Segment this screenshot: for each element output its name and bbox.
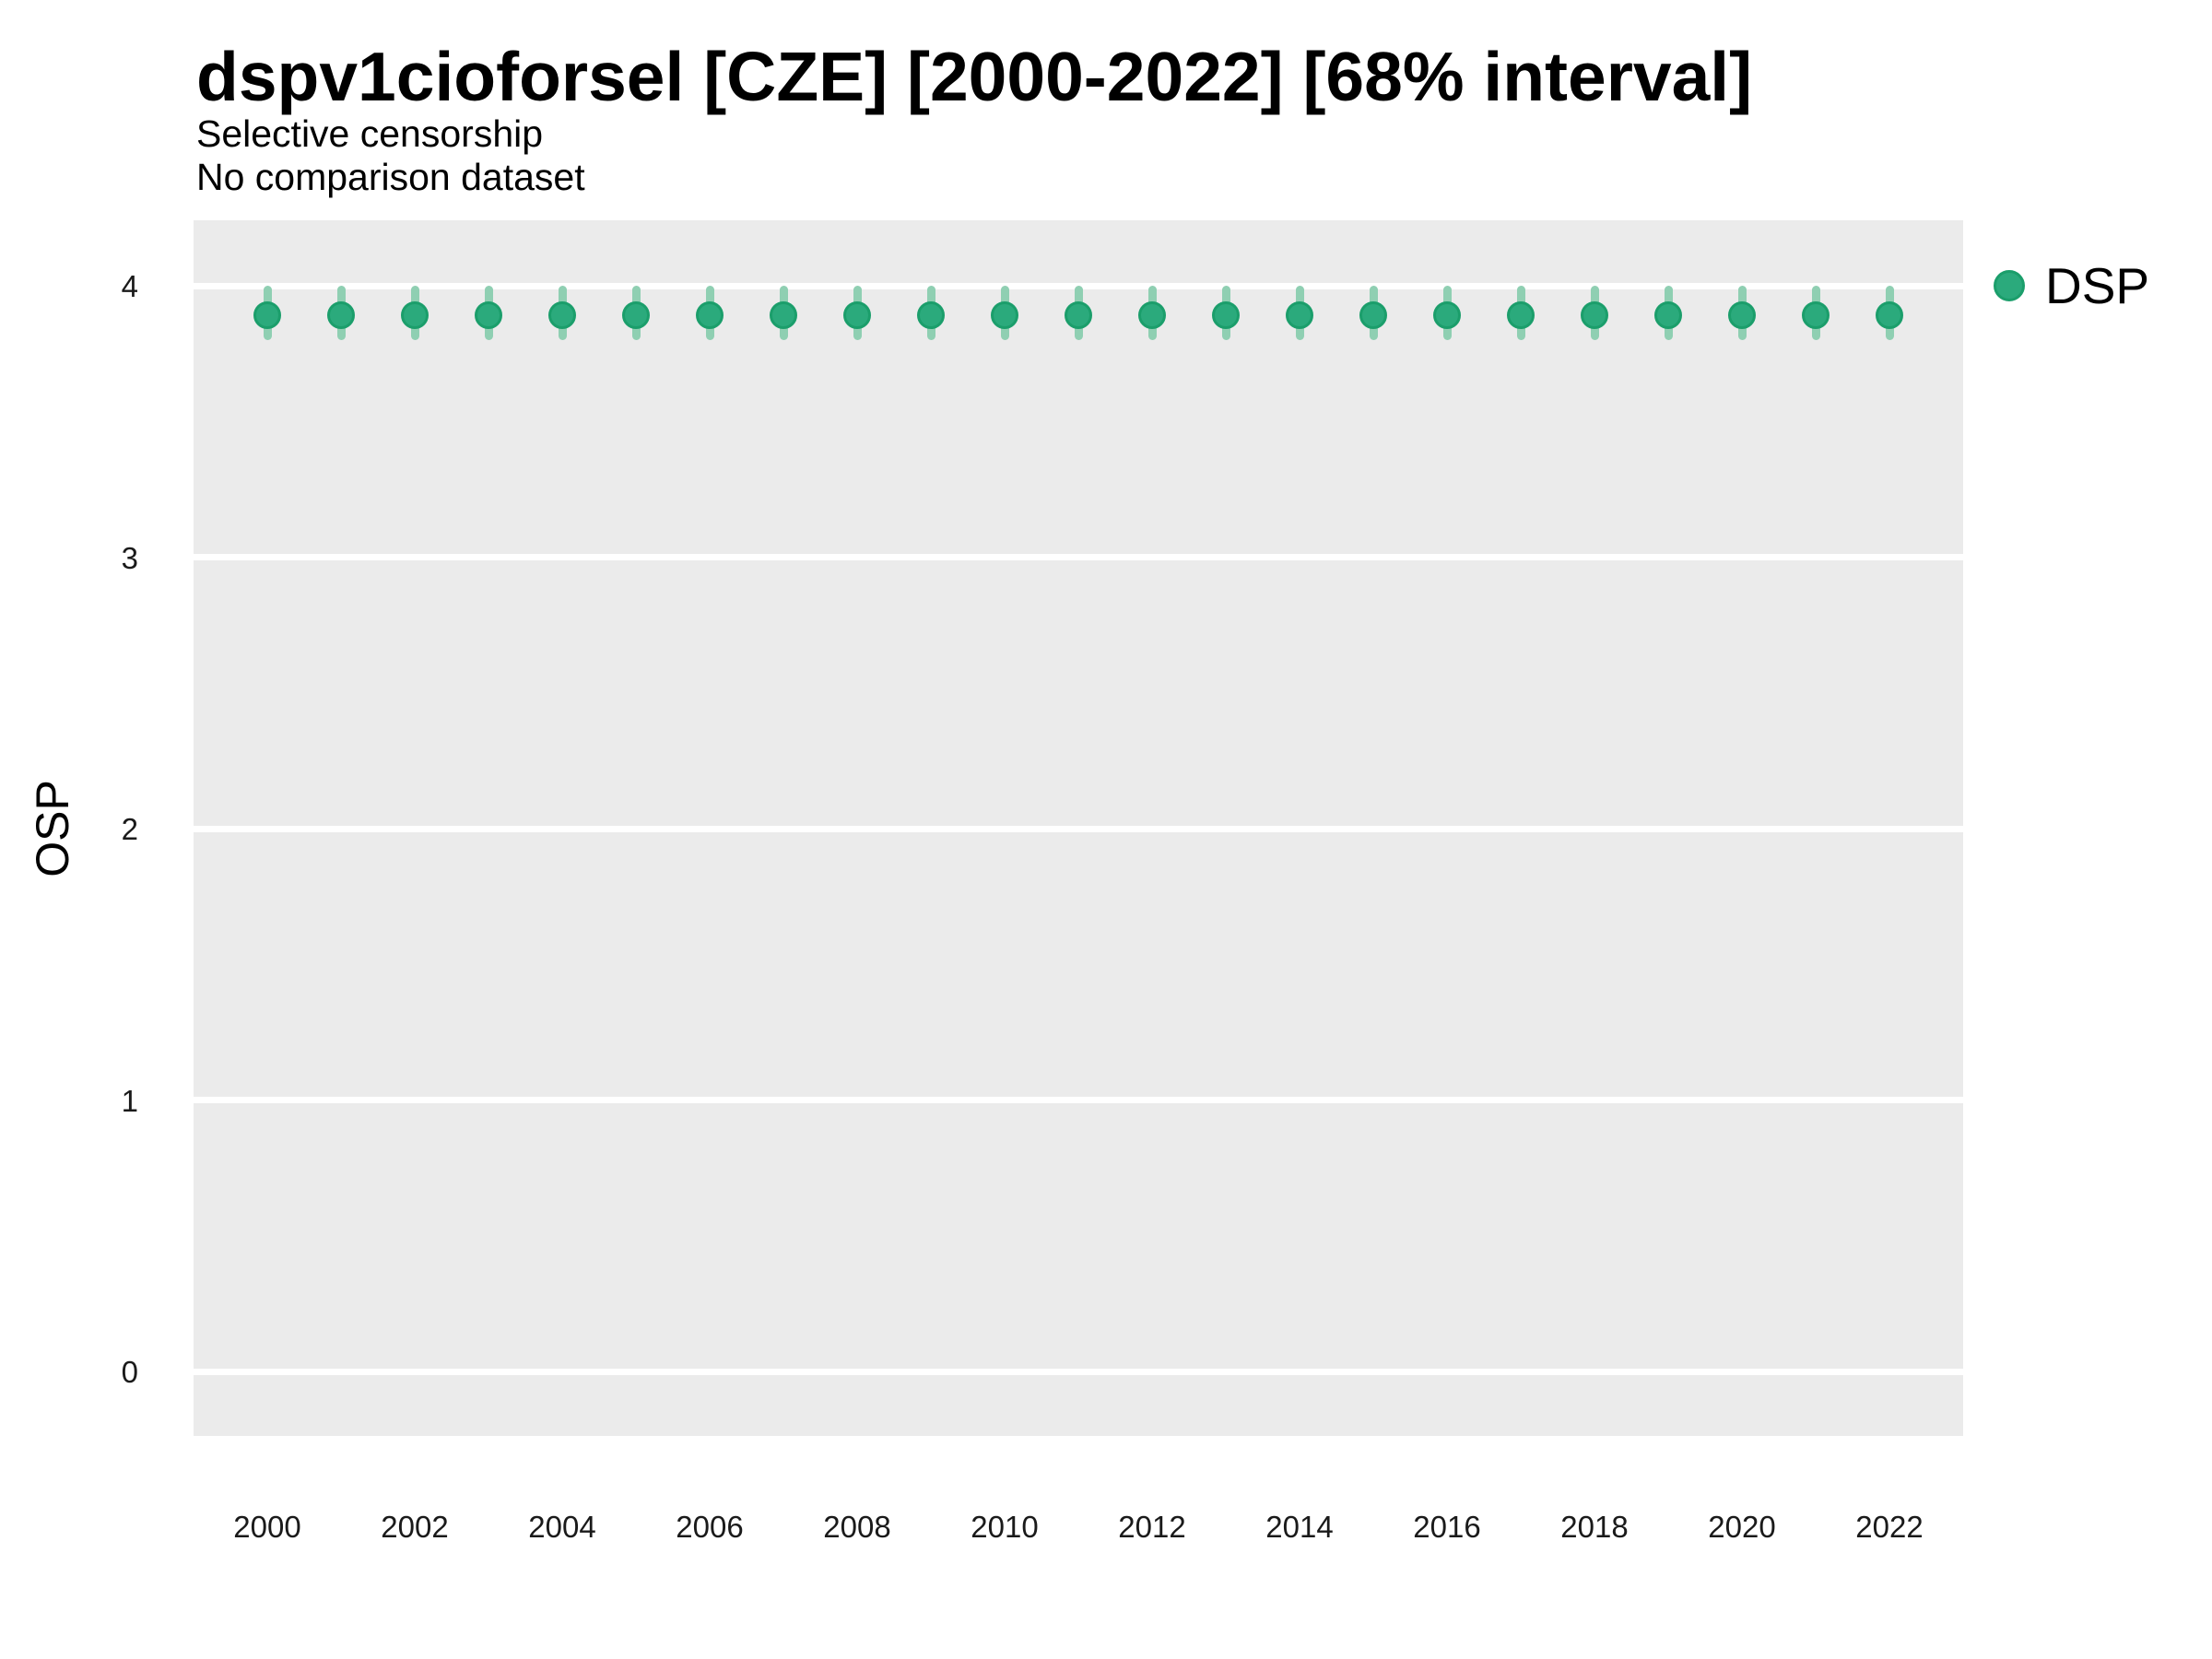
data-point-2003 (475, 301, 502, 330)
x-tick-label-2022: 2022 (1855, 1510, 1924, 1544)
data-point-2006 (696, 301, 724, 330)
data-point-2010 (991, 301, 1018, 330)
data-point-2017 (1507, 301, 1535, 330)
data-point-2005 (622, 301, 650, 330)
data-point-2011 (1065, 301, 1092, 330)
data-point-2014 (1286, 301, 1313, 330)
data-point-2004 (548, 301, 576, 330)
gridline-y-0 (194, 1368, 1963, 1375)
data-point-2013 (1212, 301, 1240, 330)
x-tick-label-2014: 2014 (1265, 1510, 1334, 1544)
data-point-2008 (843, 301, 871, 330)
data-point-2021 (1802, 301, 1830, 330)
plot-panel (194, 220, 1963, 1436)
x-tick-label-2020: 2020 (1708, 1510, 1776, 1544)
gridline-y-1 (194, 1097, 1963, 1103)
data-point-2012 (1138, 301, 1166, 330)
y-tick-label-2: 2 (121, 812, 138, 846)
gridline-y-2 (194, 825, 1963, 832)
data-point-2022 (1876, 301, 1903, 330)
x-tick-label-2004: 2004 (528, 1510, 596, 1544)
x-tick-label-2018: 2018 (1560, 1510, 1629, 1544)
chart-subtitle-line1: Selective censorship (196, 112, 544, 155)
x-tick-label-2016: 2016 (1413, 1510, 1481, 1544)
chart-subtitle-line2: No comparison dataset (196, 156, 585, 198)
chart-title: dspv1cioforsel [CZE] [2000-2022] [68% in… (196, 38, 1753, 115)
x-tick-label-2000: 2000 (233, 1510, 301, 1544)
y-tick-label-4: 4 (121, 269, 138, 303)
data-point-2019 (1654, 301, 1682, 330)
y-tick-label-0: 0 (121, 1355, 138, 1389)
gridline-y-3 (194, 554, 1963, 560)
data-point-2007 (770, 301, 797, 330)
data-point-2020 (1728, 301, 1756, 330)
x-tick-label-2002: 2002 (381, 1510, 449, 1544)
data-point-2015 (1359, 301, 1387, 330)
x-tick-label-2010: 2010 (971, 1510, 1039, 1544)
y-tick-label-3: 3 (121, 540, 138, 575)
data-point-2000 (253, 301, 281, 330)
data-point-2001 (327, 301, 355, 330)
data-point-2016 (1433, 301, 1461, 330)
x-tick-label-2008: 2008 (823, 1510, 891, 1544)
legend-dsp-dot-icon (1994, 270, 2025, 301)
data-point-2009 (917, 301, 945, 330)
x-tick-label-2006: 2006 (676, 1510, 744, 1544)
data-point-2018 (1581, 301, 1608, 330)
x-tick-label-2012: 2012 (1118, 1510, 1186, 1544)
y-tick-label-1: 1 (121, 1083, 138, 1118)
legend: DSP (1994, 256, 2149, 315)
data-point-2002 (401, 301, 429, 330)
legend-dsp-label: DSP (2045, 257, 2150, 314)
